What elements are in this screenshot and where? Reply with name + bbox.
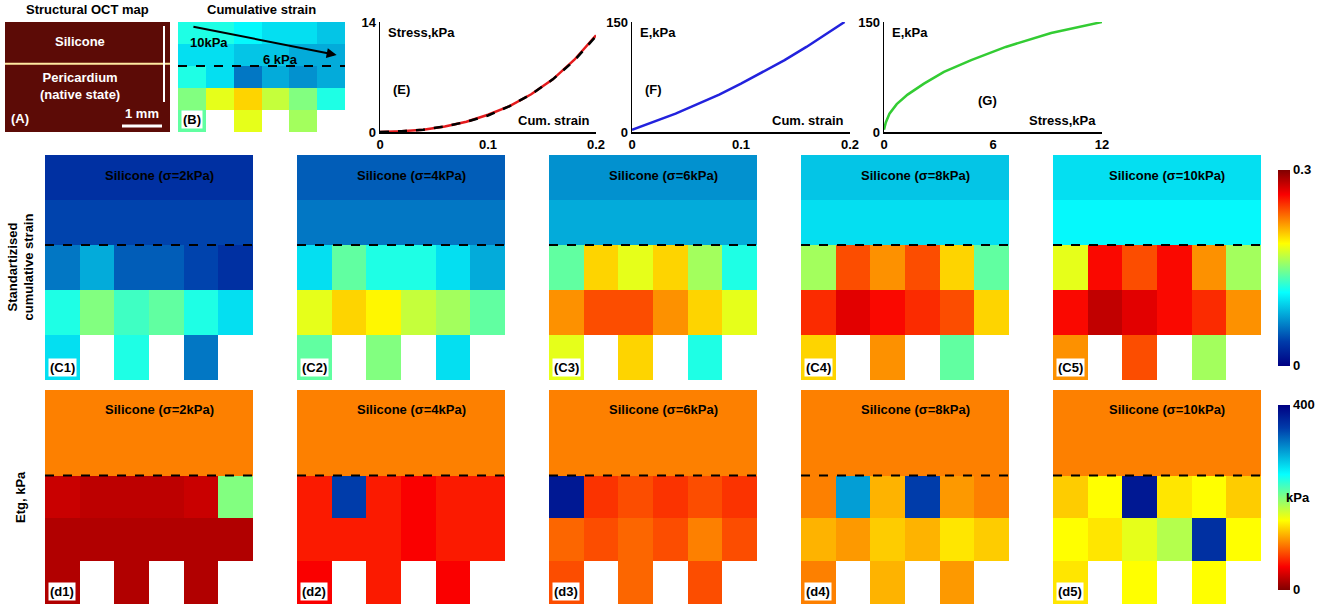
svg-text:(F): (F) bbox=[645, 82, 662, 97]
svg-text:(d5): (d5) bbox=[1058, 584, 1082, 599]
svg-text:Silicone (σ=4kPa): Silicone (σ=4kPa) bbox=[357, 168, 466, 183]
svg-text:14: 14 bbox=[361, 15, 376, 30]
svg-text:0: 0 bbox=[369, 125, 376, 140]
svg-text:6: 6 bbox=[989, 137, 996, 152]
svg-text:0.2: 0.2 bbox=[841, 137, 859, 152]
svg-text:(C5): (C5) bbox=[1058, 360, 1083, 375]
svg-text:kPa: kPa bbox=[1286, 490, 1310, 505]
svg-text:(C2): (C2) bbox=[302, 360, 327, 375]
svg-text:Silicone: Silicone bbox=[55, 34, 105, 49]
svg-text:0: 0 bbox=[621, 125, 628, 140]
svg-text:0.1: 0.1 bbox=[479, 137, 497, 152]
svg-text:Silicone (σ=8kPa): Silicone (σ=8kPa) bbox=[861, 168, 970, 183]
svg-text:Silicone (σ=10kPa): Silicone (σ=10kPa) bbox=[1109, 402, 1225, 417]
svg-text:0.1: 0.1 bbox=[732, 137, 750, 152]
svg-text:(d4): (d4) bbox=[806, 584, 830, 599]
svg-text:(d3): (d3) bbox=[554, 584, 578, 599]
svg-text:150: 150 bbox=[606, 15, 628, 30]
svg-text:(G): (G) bbox=[978, 93, 997, 108]
svg-text:0.2: 0.2 bbox=[587, 137, 605, 152]
svg-text:Silicone (σ=10kPa): Silicone (σ=10kPa) bbox=[1109, 168, 1225, 183]
svg-text:(C4): (C4) bbox=[806, 360, 831, 375]
svg-text:(d1): (d1) bbox=[50, 584, 74, 599]
svg-text:(E): (E) bbox=[393, 82, 410, 97]
svg-text:12: 12 bbox=[1095, 137, 1109, 152]
svg-text:Silicone (σ=6kPa): Silicone (σ=6kPa) bbox=[609, 402, 718, 417]
svg-text:10kPa: 10kPa bbox=[190, 35, 228, 50]
svg-text:0: 0 bbox=[1293, 358, 1300, 373]
svg-text:Structural OCT map: Structural OCT map bbox=[26, 2, 149, 17]
svg-text:Stress,kPa: Stress,kPa bbox=[1029, 113, 1096, 128]
svg-text:Silicone (σ=2kPa): Silicone (σ=2kPa) bbox=[105, 168, 214, 183]
svg-text:E,kPa: E,kPa bbox=[640, 25, 676, 40]
svg-text:(B): (B) bbox=[183, 112, 201, 127]
svg-text:Cum. strain: Cum. strain bbox=[772, 113, 844, 128]
svg-text:0: 0 bbox=[376, 137, 383, 152]
svg-text:Standartizisedcumulative strai: Standartizisedcumulative strain bbox=[5, 214, 37, 321]
svg-text:(d2): (d2) bbox=[302, 584, 326, 599]
svg-text:0.3: 0.3 bbox=[1293, 162, 1311, 177]
svg-text:0: 0 bbox=[873, 125, 880, 140]
svg-text:Cumulative strain: Cumulative strain bbox=[207, 2, 316, 17]
svg-text:Silicone (σ=4kPa): Silicone (σ=4kPa) bbox=[357, 402, 466, 417]
svg-text:(C3): (C3) bbox=[554, 360, 579, 375]
svg-text:Silicone (σ=8kPa): Silicone (σ=8kPa) bbox=[861, 402, 970, 417]
svg-text:(C1): (C1) bbox=[50, 360, 75, 375]
svg-text:Silicone (σ=2kPa): Silicone (σ=2kPa) bbox=[105, 402, 214, 417]
svg-text:0: 0 bbox=[880, 137, 887, 152]
svg-text:(A): (A) bbox=[11, 111, 29, 126]
svg-text:Silicone (σ=6kPa): Silicone (σ=6kPa) bbox=[609, 168, 718, 183]
svg-text:Pericardium(native state): Pericardium(native state) bbox=[40, 70, 120, 102]
svg-text:Stress,kPa: Stress,kPa bbox=[388, 25, 455, 40]
svg-text:E,kPa: E,kPa bbox=[892, 25, 928, 40]
svg-text:0: 0 bbox=[628, 137, 635, 152]
svg-text:0: 0 bbox=[1293, 582, 1300, 597]
svg-text:6 kPa: 6 kPa bbox=[263, 52, 298, 67]
svg-text:Etg, kPa: Etg, kPa bbox=[13, 471, 28, 523]
svg-text:Cum. strain: Cum. strain bbox=[518, 113, 590, 128]
svg-text:1 mm: 1 mm bbox=[125, 106, 159, 121]
svg-text:400: 400 bbox=[1293, 397, 1315, 412]
svg-text:150: 150 bbox=[858, 15, 880, 30]
